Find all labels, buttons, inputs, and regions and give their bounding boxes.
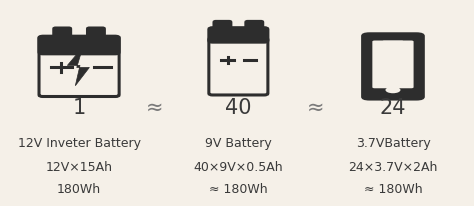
Text: 12V×15Ah: 12V×15Ah [46,160,112,173]
FancyBboxPatch shape [373,41,414,88]
FancyBboxPatch shape [361,32,425,101]
Text: ≈: ≈ [146,98,163,118]
FancyBboxPatch shape [209,38,268,95]
Text: ≈ 180Wh: ≈ 180Wh [364,183,422,196]
Circle shape [385,87,401,93]
FancyBboxPatch shape [383,41,403,44]
FancyBboxPatch shape [246,21,263,31]
Text: 180Wh: 180Wh [57,183,101,196]
FancyBboxPatch shape [39,36,119,54]
FancyBboxPatch shape [214,21,231,31]
Polygon shape [67,47,90,86]
Text: 40×9V×0.5Ah: 40×9V×0.5Ah [193,160,283,173]
Text: 12V Inveter Battery: 12V Inveter Battery [18,137,141,150]
Text: ≈ 180Wh: ≈ 180Wh [209,183,268,196]
Text: ≈: ≈ [307,98,324,118]
FancyBboxPatch shape [54,28,71,40]
Text: 9V Battery: 9V Battery [205,137,272,150]
Text: 1: 1 [73,98,86,118]
FancyBboxPatch shape [209,28,268,42]
Text: 24: 24 [380,98,406,118]
FancyBboxPatch shape [88,28,104,40]
Text: 24×3.7V×2Ah: 24×3.7V×2Ah [348,160,438,173]
Text: 40: 40 [225,98,252,118]
Text: 3.7VBattery: 3.7VBattery [356,137,430,150]
FancyBboxPatch shape [39,36,119,96]
